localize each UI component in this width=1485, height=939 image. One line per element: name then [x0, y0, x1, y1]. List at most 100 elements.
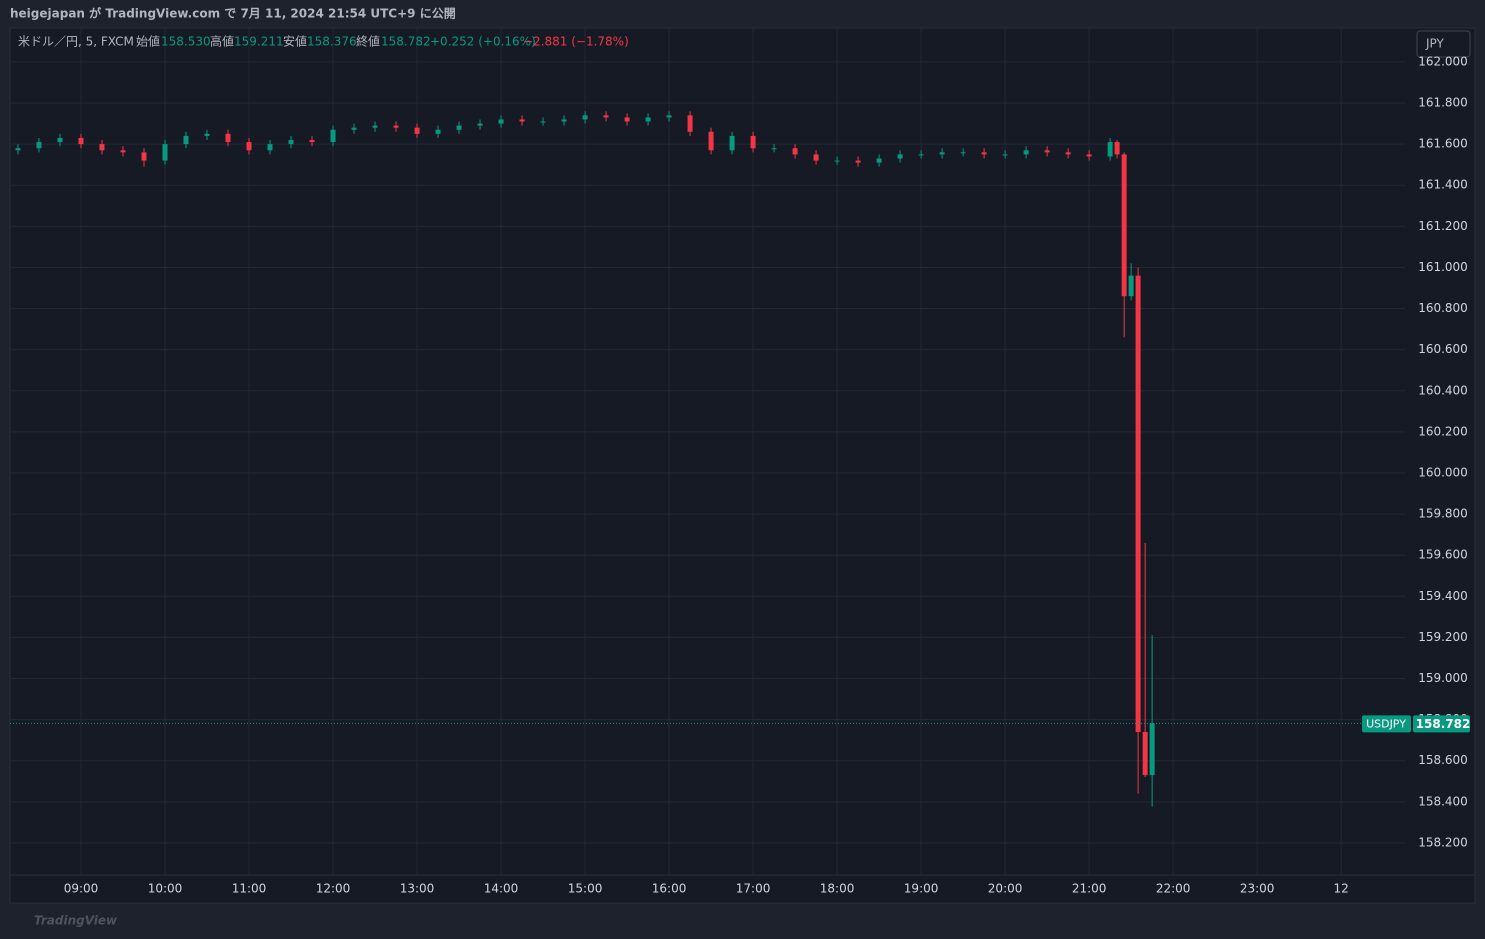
candle-body [939, 152, 945, 155]
candle-body [498, 119, 504, 124]
currency-button[interactable] [1416, 30, 1471, 58]
price-tag-symbol-bg [1362, 715, 1411, 733]
x-tick-label: 09:00 [64, 882, 99, 896]
candle-body [372, 125, 378, 128]
y-tick-label: 161.800 [1418, 96, 1468, 110]
price-tag-value: 158.782 [1416, 717, 1471, 731]
price-tag-symbol: USDJPY [1366, 717, 1406, 730]
watermark: TradingView [34, 914, 118, 928]
candle-body [1065, 152, 1071, 155]
candle-body [603, 115, 609, 118]
candle-body [1002, 154, 1008, 156]
y-tick-label: 161.200 [1418, 219, 1468, 233]
candle-body [162, 144, 168, 161]
published-note: heigejapan が TradingView.com で 7月 11, 20… [10, 6, 456, 21]
y-tick-label: 160.200 [1418, 424, 1468, 438]
bar-change: +0.252 (+0.16%) [430, 35, 536, 49]
candle-body [771, 148, 777, 150]
candle-body [414, 127, 420, 134]
legend: 米ドル／円, 5, FXCM 始値 158.530 高値 159.211 安値 … [18, 34, 629, 49]
candle-body [78, 137, 84, 145]
candle-body [15, 148, 21, 151]
candle-body [288, 140, 294, 145]
candle-body [1044, 150, 1050, 153]
y-tick-label: 159.600 [1418, 548, 1468, 562]
y-tick-label: 160.400 [1418, 383, 1468, 397]
candle-body [1023, 150, 1029, 155]
candle-body [183, 135, 189, 145]
candle-body [1135, 275, 1141, 732]
price-tag-bg [1413, 715, 1470, 733]
x-tick-label: 19:00 [904, 882, 939, 896]
candle-body [519, 119, 525, 122]
candle-body [435, 129, 441, 134]
y-tick-label: 158.200 [1418, 835, 1468, 849]
currency-button-label[interactable]: JPY [1425, 37, 1445, 51]
low-label: 安値 [283, 34, 307, 49]
y-tick-label: 161.600 [1418, 137, 1468, 151]
open-label: 始値 [136, 34, 160, 49]
y-tick-label: 160.800 [1418, 301, 1468, 315]
candle-body [645, 117, 651, 122]
candle-body [267, 144, 273, 151]
candle-body [1107, 142, 1113, 157]
candle-body [624, 117, 630, 122]
x-tick-label: 21:00 [1072, 882, 1107, 896]
x-tick-label: 12 [1334, 882, 1349, 896]
candle-body [582, 115, 588, 120]
y-tick-label: 158.600 [1418, 753, 1468, 767]
candle-body [561, 119, 567, 122]
close-label: 終値 [356, 34, 380, 49]
x-tick-label: 13:00 [400, 882, 435, 896]
y-tick-label: 162.000 [1418, 54, 1468, 68]
grid [10, 28, 1405, 875]
candle-body [1128, 275, 1134, 297]
candle-body [36, 142, 42, 149]
y-tick-label: 158.400 [1418, 794, 1468, 808]
candle-body [750, 135, 756, 149]
x-tick-label: 14:00 [484, 882, 519, 896]
candle-body [876, 158, 882, 163]
candle-body [708, 131, 714, 151]
candle-body [393, 125, 399, 128]
candle-body [540, 121, 546, 123]
symbol: 米ドル／円, 5, FXCM [18, 35, 134, 49]
candle-body [225, 133, 231, 143]
y-tick-label: 159.800 [1418, 507, 1468, 521]
open-value: 158.530 [161, 35, 211, 49]
candle-body [477, 123, 483, 126]
x-tick-label: 15:00 [568, 882, 603, 896]
y-tick-label: 159.200 [1418, 630, 1468, 644]
candle-body [981, 152, 987, 155]
low-value: 158.376 [307, 35, 357, 49]
candle-body [99, 144, 105, 151]
candle-body [729, 135, 735, 151]
candle-body [834, 160, 840, 162]
chart-panel [9, 27, 1476, 904]
x-tick-label: 12:00 [316, 882, 351, 896]
candle-body [855, 160, 861, 163]
x-tick-label: 16:00 [652, 882, 687, 896]
x-tick-label: 22:00 [1156, 882, 1191, 896]
x-tick-label: 11:00 [232, 882, 267, 896]
candle-body [246, 142, 252, 151]
candle-body [330, 129, 336, 143]
candle-body [1142, 731, 1148, 776]
candle-body [1121, 154, 1127, 297]
candle-body [351, 127, 357, 130]
candle-body [1086, 154, 1092, 157]
candle-body [1149, 723, 1155, 776]
candle-body [918, 154, 924, 156]
y-tick-label: 160.000 [1418, 465, 1468, 479]
candle-body [204, 133, 210, 136]
candle-body [57, 137, 63, 143]
candles [15, 111, 1155, 807]
day-change: −2.881 (−1.78%) [523, 35, 629, 49]
y-tick-label: 161.400 [1418, 178, 1468, 192]
candle-body [960, 152, 966, 154]
y-tick-label: 159.000 [1418, 671, 1468, 685]
candle-body [666, 115, 672, 118]
x-tick-label: 18:00 [820, 882, 855, 896]
